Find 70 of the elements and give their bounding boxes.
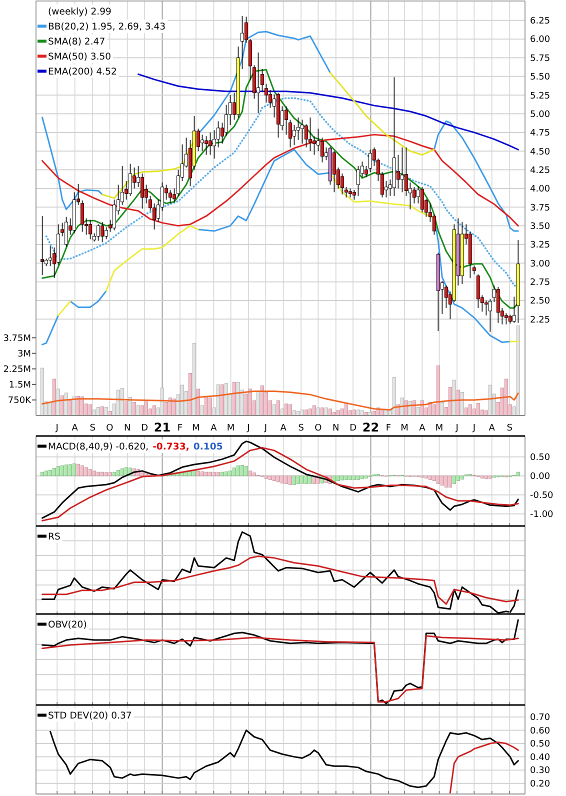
y-tick-label: 5.25: [530, 90, 550, 101]
x-tick-label: N: [332, 423, 340, 433]
x-tick-label: J: [54, 423, 58, 433]
x-tick-label: J: [472, 423, 476, 433]
x-tick-label: M: [192, 423, 200, 433]
y-tick-label: 3.50: [530, 221, 550, 232]
y-tick-label: 3.75: [530, 202, 550, 213]
y-tick-label: 0.00: [530, 472, 550, 482]
y-tick-label: 5.00: [530, 109, 550, 120]
y-tick-label: 2.25: [530, 314, 550, 325]
legend-label: SMA(50) 3.50: [48, 51, 112, 62]
x-tick-label: O: [314, 423, 322, 433]
legend-label: MACD(8,40,9) -0.620,: [48, 441, 149, 452]
x-tick-label: D: [141, 423, 148, 433]
x-tick-label: F: [177, 423, 183, 433]
legend-label: OBV(20): [48, 620, 87, 630]
text: (weekly) 2.99: [48, 6, 112, 17]
legend-label: BB(20,2) 1.95, 2.69, 3.43: [48, 21, 166, 32]
x-tick-label: 21: [154, 420, 171, 434]
y-tick-label: 4.25: [530, 165, 550, 176]
annotation: 0.105: [193, 441, 223, 452]
y-tick-label: -0.50: [530, 490, 554, 501]
y-tick-label: 4.75: [530, 128, 550, 138]
x-tick-label: M: [435, 423, 444, 433]
x-tick-label: S: [298, 423, 304, 433]
y-tick-label: 3.00: [530, 258, 550, 269]
legend-label: STD DEV(20) 0.37: [48, 710, 132, 722]
y2-tick-label: 750K: [8, 396, 32, 406]
y-tick-label: 0.40: [530, 752, 550, 763]
x-tick-label: J: [246, 423, 250, 433]
legend-label: EMA(200) 4.52: [48, 66, 117, 77]
y-tick-label: 0.50: [530, 452, 550, 463]
x-tick-label: A: [210, 423, 218, 433]
x-tick-label: A: [280, 423, 288, 433]
x-tick-label: A: [488, 423, 496, 433]
x-tick-label: S: [90, 423, 96, 433]
y-tick-label: 6.00: [530, 34, 550, 45]
x-tick-label: J: [454, 423, 458, 433]
y-tick-label: 2.50: [530, 296, 550, 306]
annotation: -0.733,: [152, 441, 190, 452]
x-tick-label: S: [506, 423, 513, 433]
x-tick-label: M: [400, 423, 408, 433]
y-tick-label: 0.20: [530, 780, 550, 790]
y-tick-label: 5.75: [530, 53, 550, 64]
y2-tick-label: 2.25M: [3, 364, 31, 375]
y-tick-label: 0.30: [530, 766, 550, 776]
y-tick-label: 4.50: [530, 146, 550, 157]
y-tick-label: -1.00: [530, 510, 554, 520]
x-tick-label: M: [226, 423, 235, 433]
x-tick-label: A: [72, 423, 79, 433]
x-tick-label: D: [350, 423, 357, 433]
y-tick-label: 0.70: [530, 713, 550, 724]
legend-label: SMA(8) 2.47: [48, 36, 106, 47]
legend-label: RS: [48, 531, 60, 542]
x-tick-label: N: [124, 423, 131, 433]
x-tick-label: O: [106, 423, 114, 433]
x-tick-label: F: [386, 423, 392, 433]
y2-tick-label: 3.75M: [3, 333, 31, 344]
y-tick-label: 0.60: [530, 726, 550, 736]
y-tick-label: 0.50: [530, 740, 550, 750]
y-tick-label: 4.00: [530, 184, 550, 194]
y-tick-label: 5.50: [530, 72, 550, 82]
y-tick-label: 2.75: [530, 277, 550, 288]
x-tick-label: A: [419, 423, 426, 433]
y2-tick-label: 1.5M: [8, 380, 31, 390]
y-tick-label: 3.25: [530, 240, 550, 250]
x-tick-label: J: [263, 423, 267, 433]
y-tick-label: 6.25: [530, 16, 550, 26]
y2-tick-label: 3M: [18, 348, 31, 359]
x-tick-label: 22: [362, 420, 380, 434]
